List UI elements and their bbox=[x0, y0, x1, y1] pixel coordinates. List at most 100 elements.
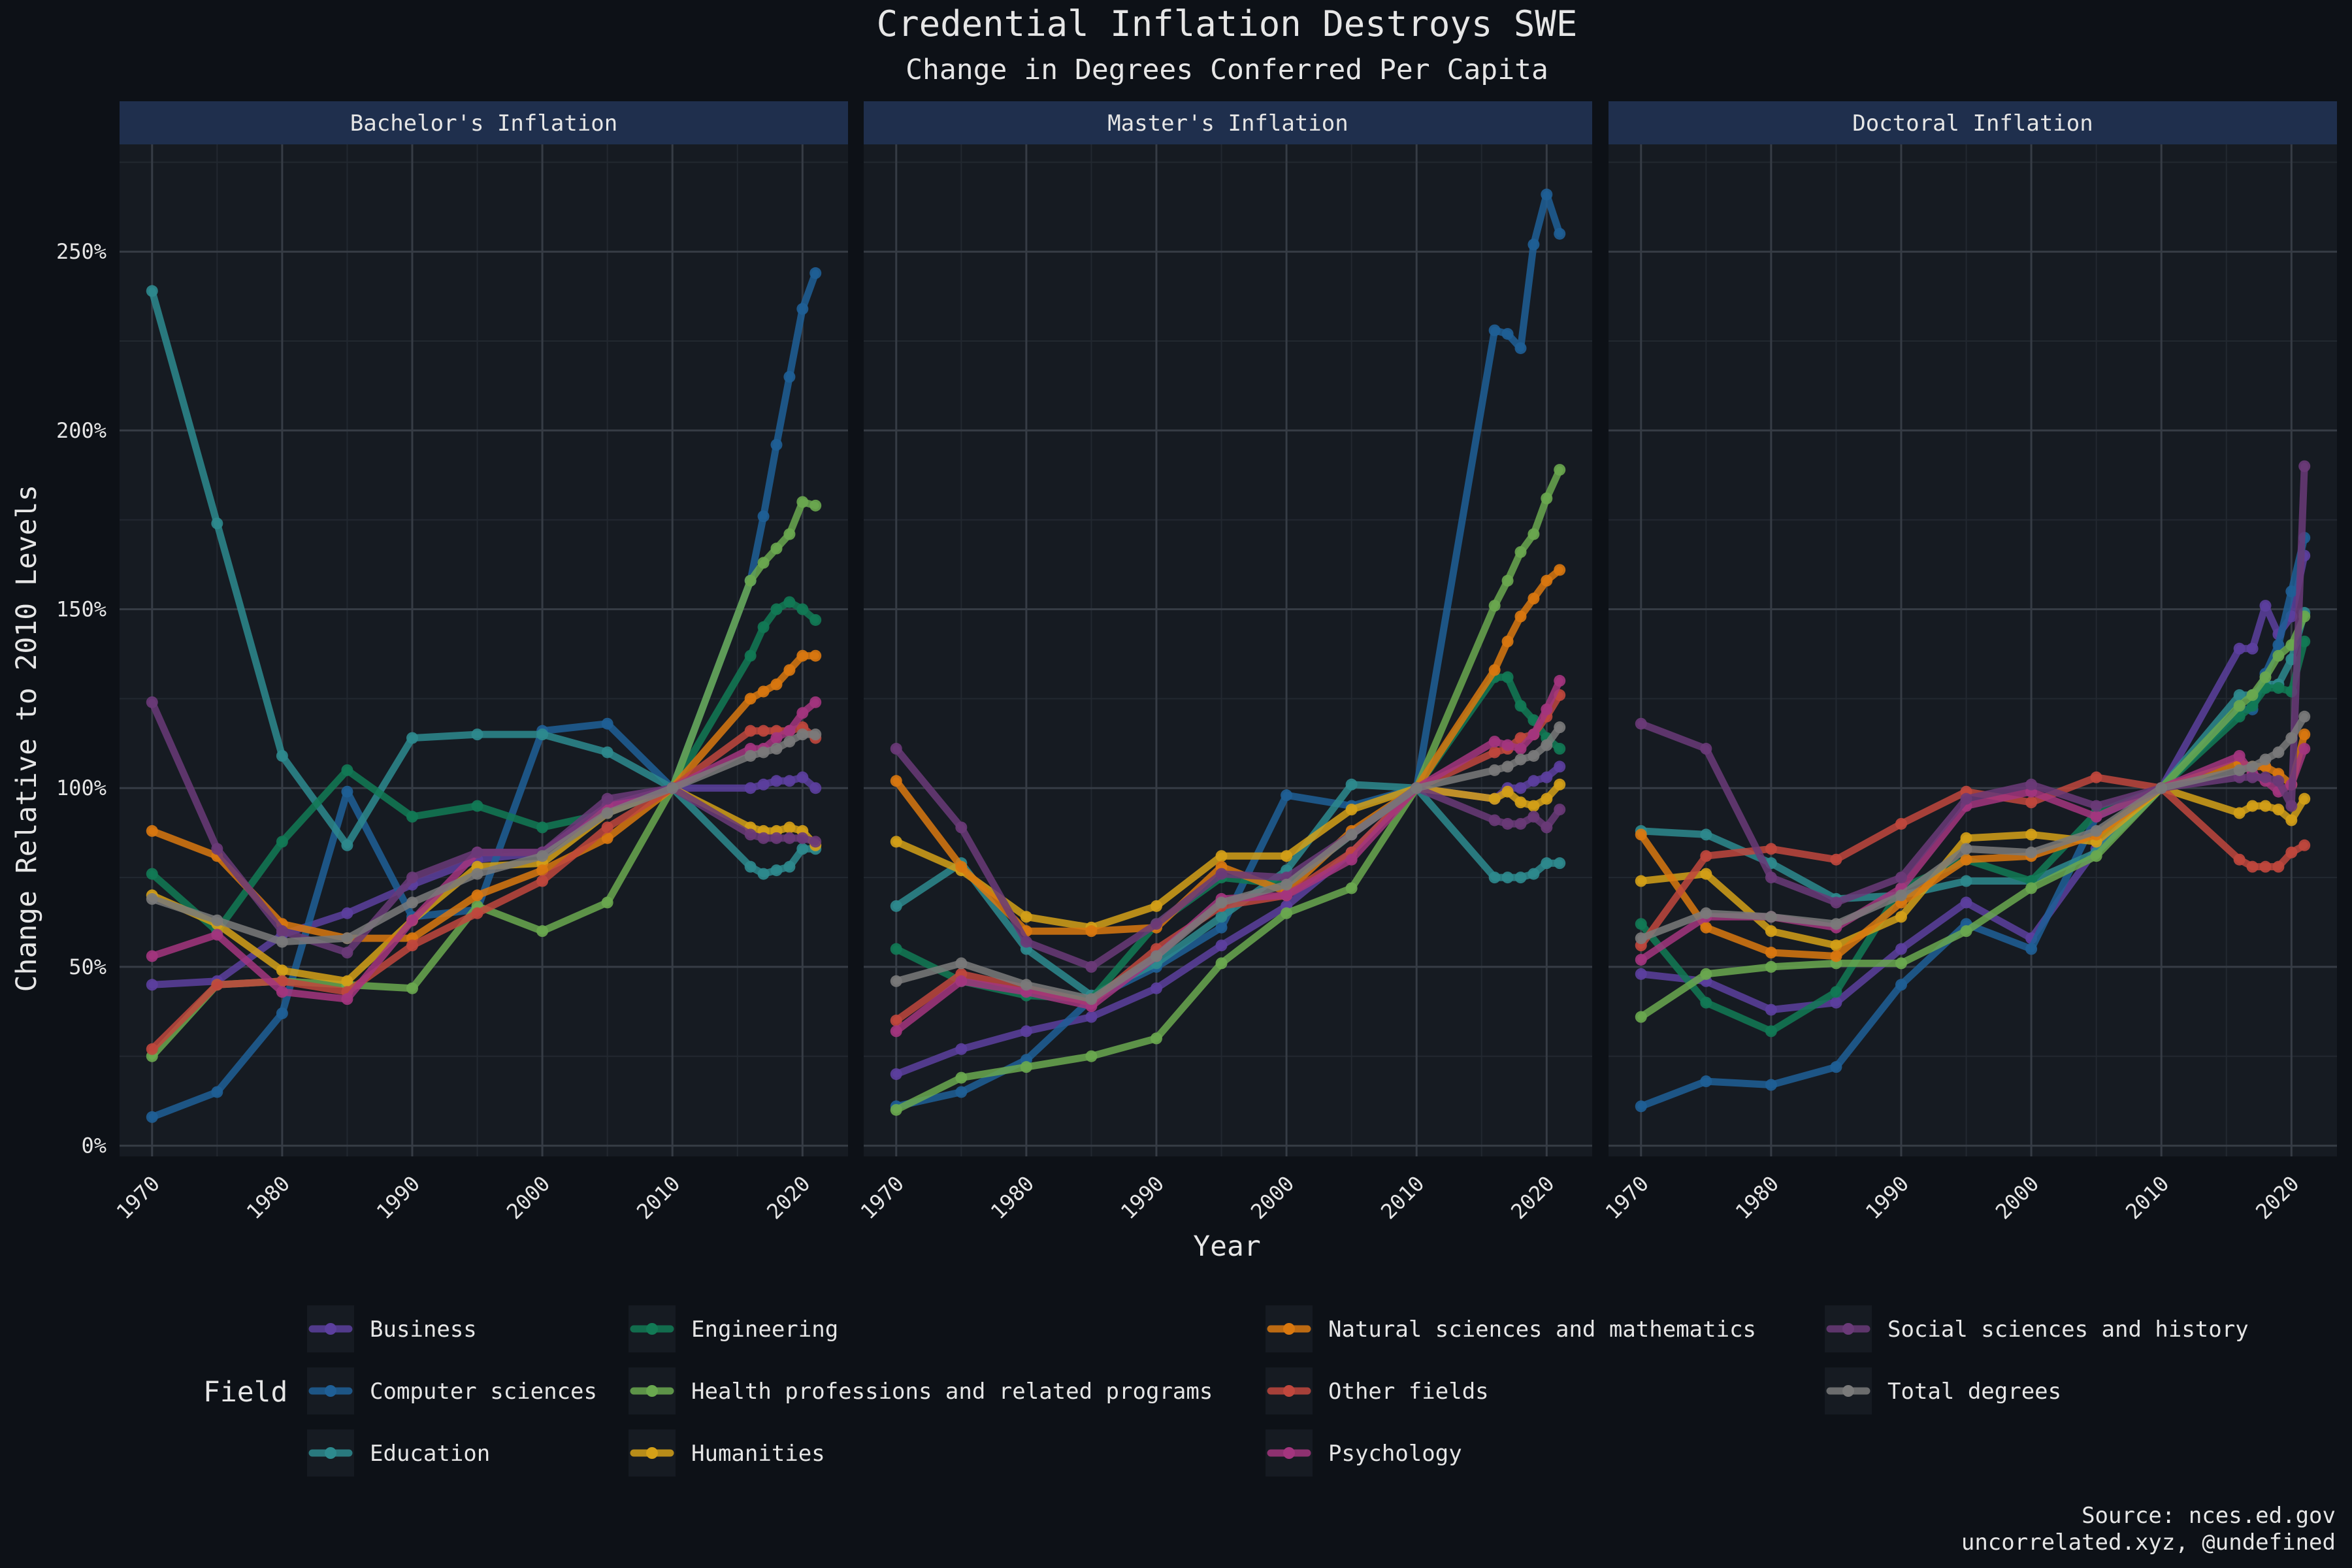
data-point bbox=[890, 975, 902, 987]
data-point bbox=[1960, 875, 1972, 887]
data-point bbox=[796, 728, 809, 741]
data-point bbox=[1541, 771, 1553, 783]
legend-item-total-degrees: Total degrees bbox=[1825, 1367, 2061, 1414]
y-tick-label: 150% bbox=[56, 597, 106, 622]
legend-label: Business bbox=[370, 1316, 477, 1343]
data-point bbox=[2246, 800, 2259, 812]
data-point bbox=[783, 860, 796, 873]
legend-title: Field bbox=[203, 1376, 287, 1409]
data-point bbox=[1830, 853, 1842, 866]
plot-area bbox=[1609, 144, 2337, 1156]
data-point bbox=[1765, 843, 1777, 855]
data-point bbox=[757, 832, 770, 844]
data-point bbox=[406, 914, 418, 926]
data-point bbox=[1765, 947, 1777, 959]
data-point bbox=[1765, 925, 1777, 938]
data-point bbox=[601, 807, 613, 819]
data-point bbox=[471, 868, 483, 880]
data-point bbox=[1527, 528, 1540, 540]
data-point bbox=[1527, 868, 1540, 880]
data-point bbox=[601, 821, 613, 834]
legend-item-computer-sciences: Computer sciences bbox=[307, 1367, 597, 1414]
data-point bbox=[770, 438, 783, 451]
data-point bbox=[2233, 853, 2246, 866]
data-point bbox=[1514, 700, 1527, 712]
data-point bbox=[890, 1015, 902, 1027]
data-point bbox=[890, 775, 902, 787]
plot-area bbox=[120, 144, 848, 1156]
data-point bbox=[471, 728, 483, 741]
data-point bbox=[1501, 671, 1514, 683]
data-point bbox=[1960, 832, 1972, 844]
data-point bbox=[2272, 860, 2285, 873]
data-point bbox=[1488, 600, 1501, 612]
data-point bbox=[1765, 1079, 1777, 1091]
data-point bbox=[1020, 979, 1032, 991]
data-point bbox=[1020, 1025, 1032, 1037]
data-point bbox=[2233, 749, 2246, 762]
data-point bbox=[1514, 753, 1527, 766]
data-point bbox=[1830, 986, 1842, 998]
data-point bbox=[2025, 846, 2038, 858]
data-point bbox=[471, 889, 483, 902]
y-tick-label: 250% bbox=[56, 239, 106, 264]
data-point bbox=[1085, 993, 1098, 1005]
data-point bbox=[1895, 889, 1907, 902]
data-point bbox=[1541, 739, 1553, 751]
data-point bbox=[890, 836, 902, 848]
panel-title: Master's Inflation bbox=[1107, 110, 1348, 137]
series-total-degrees bbox=[890, 721, 1566, 1005]
data-point bbox=[146, 1043, 158, 1055]
data-point bbox=[536, 850, 549, 862]
data-point bbox=[341, 907, 353, 919]
data-point bbox=[1635, 828, 1647, 841]
legend-label: Education bbox=[370, 1441, 490, 1467]
data-point bbox=[1830, 996, 1842, 1009]
data-point bbox=[770, 832, 783, 844]
data-point bbox=[1501, 785, 1514, 798]
data-point bbox=[1830, 950, 1842, 962]
data-point bbox=[2285, 846, 2298, 858]
data-point bbox=[796, 496, 809, 508]
data-point bbox=[1514, 546, 1527, 558]
data-point bbox=[1514, 610, 1527, 623]
data-point bbox=[1501, 872, 1514, 884]
data-point bbox=[809, 728, 822, 741]
data-point bbox=[601, 832, 613, 844]
legend-item-other-fields: Other fields bbox=[1266, 1367, 1489, 1414]
data-point bbox=[1554, 778, 1566, 791]
data-point bbox=[783, 370, 796, 383]
data-point bbox=[1635, 918, 1647, 930]
data-point bbox=[2298, 728, 2311, 741]
data-point bbox=[276, 936, 288, 948]
data-point bbox=[1765, 960, 1777, 973]
data-point bbox=[2259, 753, 2272, 766]
data-point bbox=[2298, 635, 2311, 647]
data-point bbox=[1895, 943, 1907, 955]
data-point bbox=[471, 846, 483, 858]
data-point bbox=[1554, 857, 1566, 870]
data-point bbox=[1635, 875, 1647, 887]
data-point bbox=[1514, 743, 1527, 755]
data-point bbox=[1345, 778, 1358, 791]
data-point bbox=[1085, 1050, 1098, 1062]
legend-item-natural-sciences-and-mathematics: Natural sciences and mathematics bbox=[1266, 1305, 1756, 1352]
data-point bbox=[2233, 700, 2246, 712]
data-point bbox=[796, 603, 809, 615]
data-point bbox=[276, 975, 288, 987]
data-point bbox=[1700, 907, 1712, 919]
data-point bbox=[2233, 689, 2246, 701]
legend-key-point bbox=[1283, 1385, 1295, 1397]
data-point bbox=[2246, 642, 2259, 655]
data-point bbox=[2025, 778, 2038, 791]
data-point bbox=[796, 843, 809, 855]
data-point bbox=[2246, 771, 2259, 783]
data-point bbox=[211, 1086, 223, 1098]
data-point bbox=[744, 725, 757, 737]
data-point bbox=[1635, 1100, 1647, 1113]
data-point bbox=[809, 836, 822, 848]
data-point bbox=[146, 979, 158, 991]
y-axis-label: Change Relative to 2010 Levels bbox=[10, 485, 43, 992]
